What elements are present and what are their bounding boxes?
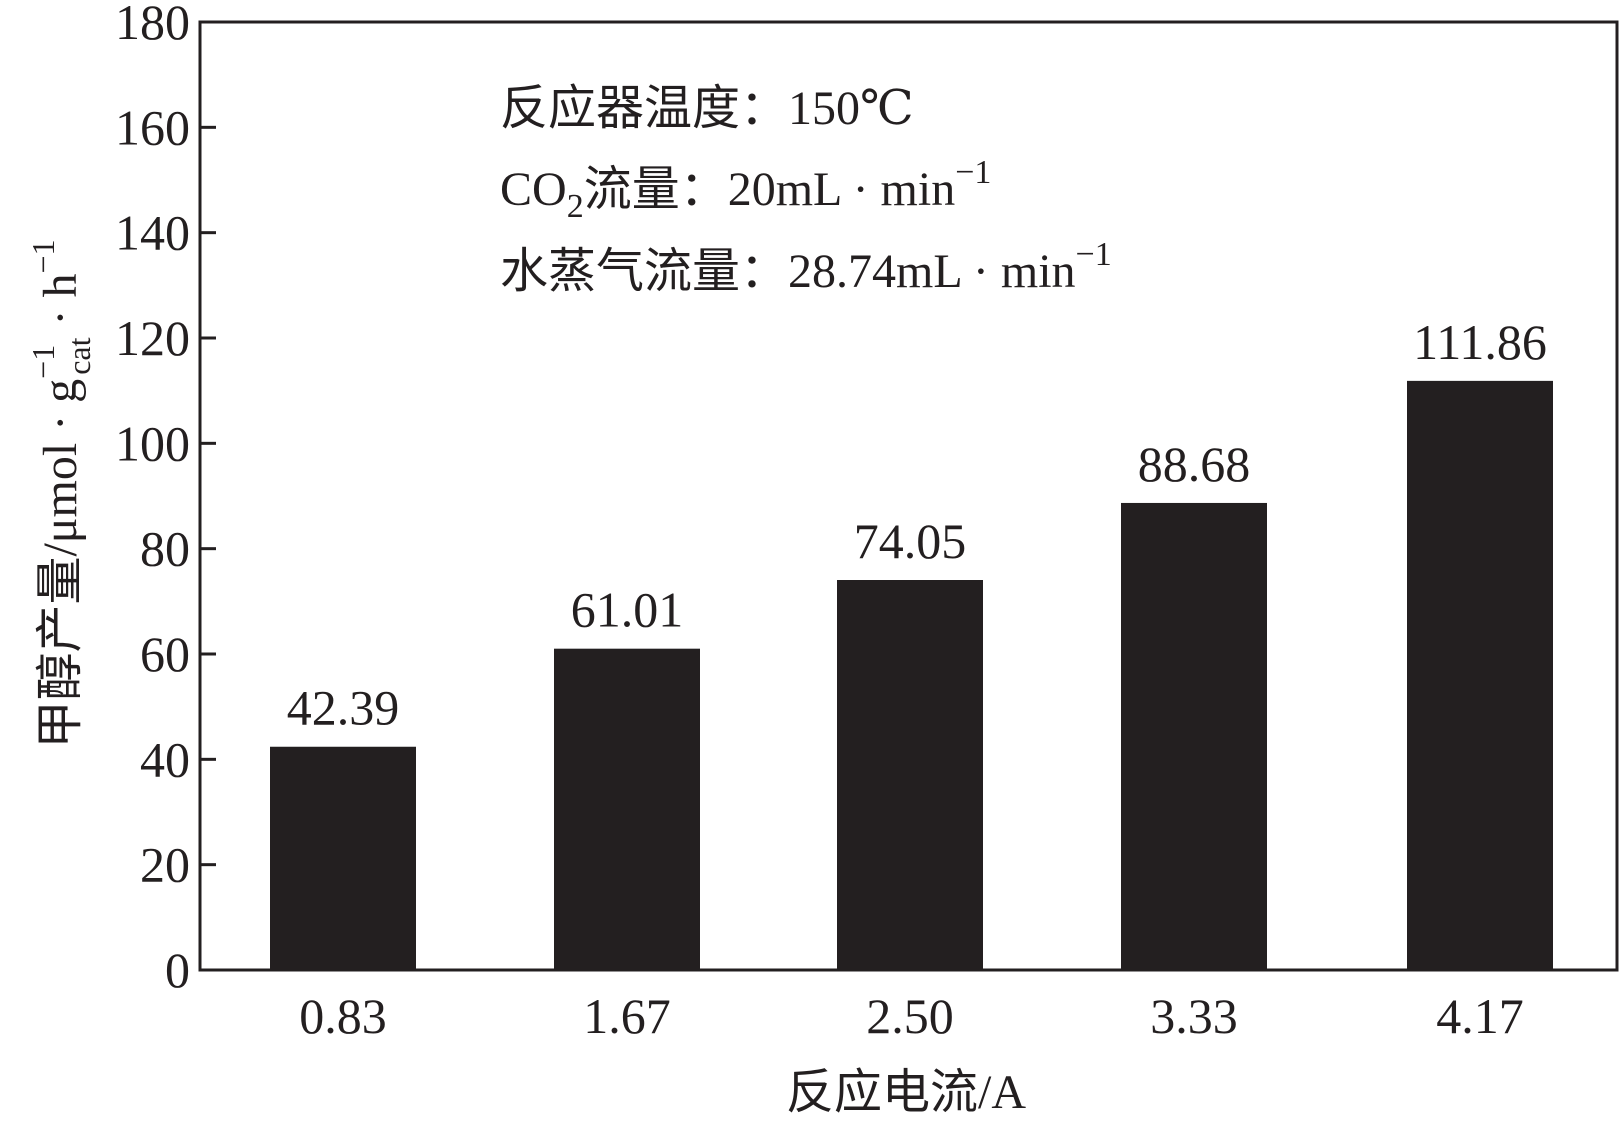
y-tick-label: 180 [115, 0, 190, 50]
steam-flow-text: 水蒸气流量：28.74mL · min [500, 245, 1076, 298]
data-label: 61.01 [571, 582, 684, 638]
bar-3-33 [1121, 502, 1267, 970]
data-label: 42.39 [287, 680, 400, 736]
y-axis-ticks: 0 20 40 60 80 100 120 140 160 180 [115, 0, 216, 998]
y-tick-label: 0 [165, 942, 190, 998]
y-title-h-superscript: −1 [25, 239, 61, 273]
x-axis-ticks: 0.83 1.67 2.50 3.33 4.17 [299, 988, 1524, 1044]
annotation-steam-flow: 水蒸气流量：28.74mL · min−1 [500, 236, 1112, 298]
y-axis-title: 甲醇产量/μmol · g−1cat · h−1 [25, 239, 97, 748]
bar-0-83 [270, 746, 416, 970]
y-tick-label: 160 [115, 99, 190, 155]
data-label: 111.86 [1413, 314, 1547, 370]
bar-4-17 [1407, 380, 1553, 970]
bars [270, 380, 1553, 970]
y-title-g-superscript: −1 [25, 345, 61, 379]
annotation-co2-flow: CO2流量：20mL · min−1 [500, 154, 991, 225]
y-tick-label: 120 [115, 310, 190, 366]
y-title-g-subscript: cat [61, 337, 97, 374]
bar-1-67 [554, 648, 700, 970]
co-text: CO [500, 163, 567, 216]
co2-flow-text: 流量：20mL · min [584, 163, 956, 216]
data-labels: 42.39 61.01 74.05 88.68 111.86 [287, 314, 1547, 736]
y-tick-label: 140 [115, 205, 190, 261]
x-tick-label: 0.83 [299, 988, 387, 1044]
co2-flow-superscript: −1 [955, 154, 991, 191]
data-label: 74.05 [854, 513, 967, 569]
y-tick-label: 80 [140, 521, 190, 577]
y-title-main: 甲醇产量/μmol · g [34, 379, 87, 749]
co2-subscript: 2 [567, 188, 584, 225]
annotation-block: 反应器温度：150℃ CO2流量：20mL · min−1 水蒸气流量：28.7… [500, 82, 1112, 298]
y-tick-label: 100 [115, 415, 190, 471]
x-tick-label: 1.67 [583, 988, 671, 1044]
y-title-h-part: · h [34, 273, 87, 337]
bar-2-50 [837, 580, 983, 970]
data-label: 88.68 [1138, 436, 1251, 492]
y-tick-label: 60 [140, 626, 190, 682]
y-tick-label: 40 [140, 731, 190, 787]
x-tick-label: 2.50 [866, 988, 954, 1044]
x-tick-label: 3.33 [1150, 988, 1238, 1044]
y-tick-label: 20 [140, 837, 190, 893]
x-tick-label: 4.17 [1436, 988, 1524, 1044]
annotation-reactor-temperature: 反应器温度：150℃ [500, 82, 914, 135]
steam-flow-superscript: −1 [1076, 236, 1112, 273]
x-axis-title: 反应电流/A [786, 1066, 1026, 1119]
